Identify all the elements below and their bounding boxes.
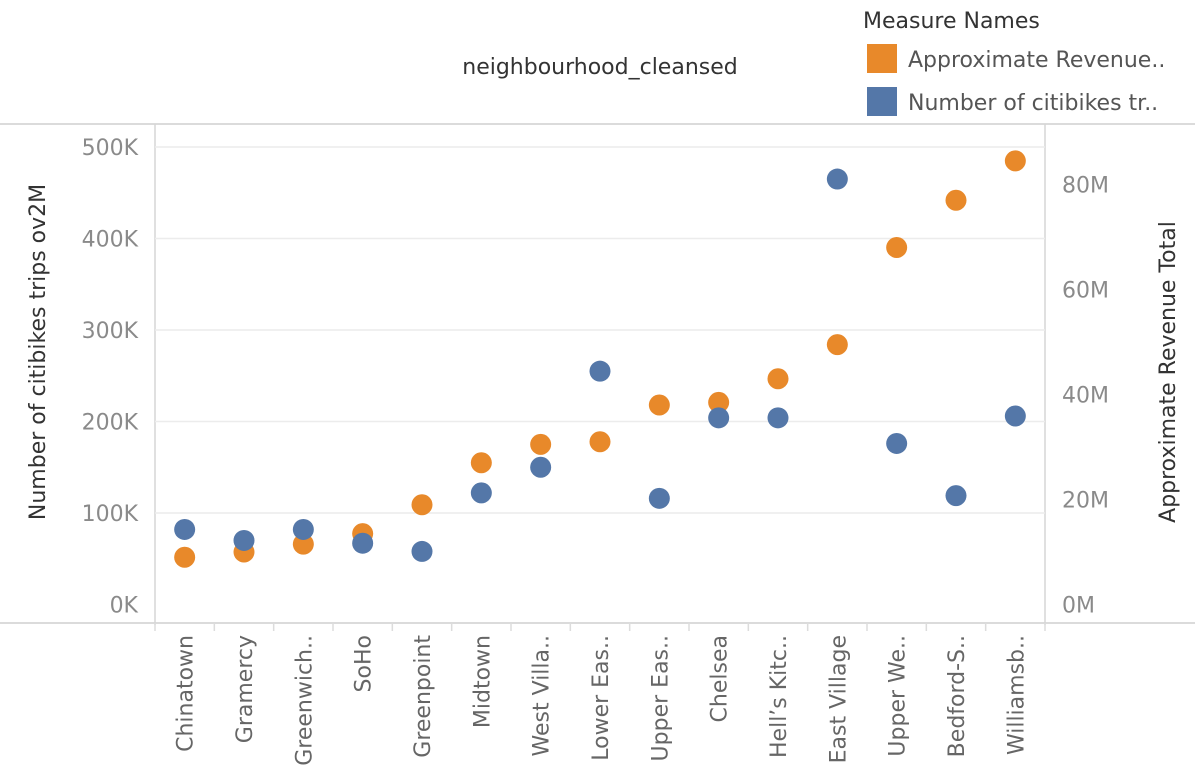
trips-point[interactable] [886,432,908,454]
right-tick-label: 60M [1062,279,1109,304]
category-label: Hell’s Kitc.. [767,635,792,758]
trips-point[interactable] [470,482,492,504]
trips-point[interactable] [352,532,374,554]
category-label: SoHo [352,635,377,692]
right-tick-label: 20M [1062,489,1109,514]
right-axis-title: Approximate Revenue Total [1156,221,1181,523]
right-tick-label: 0M [1062,594,1095,619]
revenue-point[interactable] [945,189,967,211]
trips-point[interactable] [1004,405,1026,427]
revenue-point[interactable] [292,533,314,555]
column-header-title: neighbourhood_cleansed [462,55,737,80]
revenue-point[interactable] [648,394,670,416]
category-label: Bedford-S.. [945,635,970,757]
data-points [174,150,1026,568]
trips-point[interactable] [174,518,196,540]
trips-point[interactable] [767,407,789,429]
trips-point[interactable] [233,529,255,551]
category-label: East Village [826,635,851,763]
category-label: Upper We.. [886,635,911,757]
gridlines [155,146,1045,514]
category-label: Lower Eas.. [589,635,614,761]
left-tick-label: 0K [110,594,139,619]
category-separators [154,623,1046,631]
legend: Measure Names Approximate Revenue.. Numb… [863,9,1165,116]
category-label: Williamsb.. [1004,635,1029,755]
revenue-point[interactable] [708,391,730,413]
category-label: Chinatown [174,635,199,752]
left-tick-label: 500K [82,136,139,161]
category-labels: Chinatown Gramercy Greenwich.. SoHo Greenpoi… [174,635,1030,766]
trips-point[interactable] [945,485,967,507]
category-label: Greenpoint [411,635,436,758]
category-label: Chelsea [708,635,733,722]
right-tick-label: 80M [1062,174,1109,199]
left-tick-label: 300K [82,319,139,344]
left-axis-title: Number of citibikes trips ov2M [26,184,51,520]
right-axis-ticks: 0M 20M 40M 60M 80M [1062,174,1109,619]
revenue-point[interactable] [886,237,908,258]
legend-swatch-revenue[interactable] [867,44,897,73]
trips-point[interactable] [292,518,314,540]
category-label: West Villa.. [530,635,555,756]
revenue-point[interactable] [589,431,611,453]
revenue-point[interactable] [767,368,789,390]
legend-title: Measure Names [863,9,1040,34]
trips-point[interactable] [411,540,433,562]
category-label: Greenwich.. [292,635,317,766]
revenue-point[interactable] [1004,150,1026,172]
revenue-point[interactable] [411,494,433,516]
trips-point[interactable] [648,487,670,509]
trips-point[interactable] [826,168,848,190]
left-tick-label: 200K [82,411,139,436]
revenue-point[interactable] [174,546,196,568]
category-label: Upper Eas.. [648,635,673,761]
category-label: Midtown [470,635,495,728]
trips-point[interactable] [708,407,730,429]
trips-point[interactable] [530,456,552,478]
revenue-point[interactable] [826,334,848,356]
legend-label-trips[interactable]: Number of citibikes tr.. [908,91,1158,116]
left-tick-label: 100K [82,502,139,527]
revenue-point[interactable] [470,452,492,474]
revenue-point[interactable] [530,433,552,455]
right-tick-label: 40M [1062,384,1109,409]
legend-swatch-trips[interactable] [867,87,897,116]
trips-point[interactable] [589,360,611,382]
category-label: Gramercy [233,635,258,743]
left-axis-ticks: 0K 100K 200K 300K 400K 500K [82,136,139,619]
left-tick-label: 400K [82,228,139,253]
legend-label-revenue[interactable]: Approximate Revenue.. [908,48,1165,73]
